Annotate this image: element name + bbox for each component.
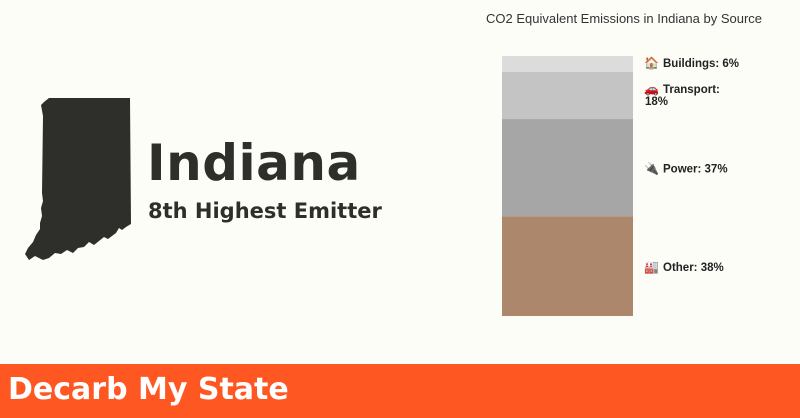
bar-segment-other	[502, 216, 633, 316]
chart-title: CO2 Equivalent Emissions in Indiana by S…	[486, 11, 763, 26]
segment-label-buildings: 🏠 Buildings: 6%	[644, 56, 739, 70]
indiana-state-map	[25, 98, 131, 260]
bar-segment-buildings	[502, 56, 633, 72]
segment-label-text: Buildings: 6%	[663, 58, 739, 70]
bar-segment-transport	[502, 71, 633, 120]
segment-label-text: Transport: 18%	[645, 84, 720, 108]
segment-label-power: 🔌 Power: 37%	[644, 162, 728, 176]
segment-label-text: Power: 37%	[663, 164, 728, 176]
emissions-stacked-bar-chart: 🏭 Other: 38% 🔌 Power: 37% 🚗 Transport: 18% 🏠 Bui…	[502, 56, 739, 316]
car-icon: 🚗	[644, 82, 659, 96]
segment-label-text: Other: 38%	[663, 262, 724, 274]
house-icon: 🏠	[644, 56, 659, 70]
emitter-rank: 8th Highest Emitter	[148, 199, 382, 223]
segment-label-transport: 🚗 Transport: 18%	[644, 82, 720, 108]
brand-name: Decarb My State	[8, 372, 289, 407]
bar-segment-power	[502, 119, 633, 217]
state-name: Indiana	[147, 134, 361, 192]
segment-label-other: 🏭 Other: 38%	[644, 260, 724, 274]
footer-banner: Decarb My State	[0, 364, 800, 418]
indiana-outline	[25, 98, 131, 260]
factory-icon: 🏭	[644, 260, 659, 274]
plug-icon: 🔌	[644, 162, 659, 176]
